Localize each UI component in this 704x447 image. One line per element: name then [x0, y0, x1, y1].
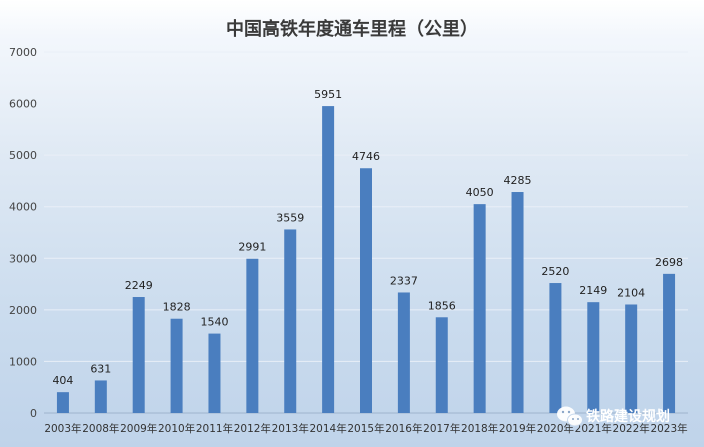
bar	[511, 192, 524, 413]
bar	[663, 273, 676, 413]
x-tick-label: 2010年	[158, 422, 195, 435]
bar	[549, 283, 562, 413]
data-label: 2149	[579, 284, 607, 297]
x-tick-label: 2020年	[537, 422, 574, 435]
bars	[56, 106, 676, 414]
y-tick-label: 2000	[9, 304, 37, 317]
data-label: 4050	[466, 186, 494, 199]
data-label: 2698	[655, 256, 683, 269]
x-tick-label: 2016年	[385, 422, 422, 435]
watermark: 铁路建设规划	[557, 406, 670, 427]
data-label: 3559	[276, 211, 304, 224]
bar	[56, 392, 69, 413]
data-label: 631	[90, 362, 111, 375]
data-label: 2249	[125, 279, 153, 292]
x-tick-label: 2017年	[423, 422, 460, 435]
wechat-icon	[557, 406, 583, 427]
x-tick-label: 2015年	[347, 422, 384, 435]
data-label: 2104	[617, 286, 645, 299]
x-tick-label: 2012年	[234, 422, 271, 435]
y-tick-label: 5000	[9, 149, 37, 162]
x-tick-label: 2014年	[310, 422, 347, 435]
x-tick-label: 2023年	[650, 422, 687, 435]
data-label: 2991	[238, 241, 266, 254]
bar	[435, 317, 448, 413]
y-tick-label: 6000	[9, 98, 37, 111]
bar	[360, 168, 372, 413]
x-tick-label: 2008年	[82, 422, 119, 435]
bar	[587, 302, 600, 413]
data-label: 5951	[314, 88, 342, 101]
x-tick-label: 2003年	[44, 422, 81, 435]
y-tick-label: 3000	[9, 252, 37, 265]
chart-title: 中国高铁年度通车里程（公里）	[226, 18, 478, 40]
data-label: 4285	[504, 174, 532, 187]
bar	[132, 297, 145, 413]
x-axis: 2003年 2008年 2009年 2010年 2011年 2012年 2013年 2014年…	[44, 422, 687, 435]
x-tick-label: 2021年	[575, 422, 612, 435]
y-tick-label: 7000	[9, 46, 37, 59]
data-label: 4746	[352, 150, 380, 163]
y-tick-label: 4000	[9, 201, 37, 214]
bar	[284, 229, 297, 413]
data-label: 1828	[163, 301, 191, 314]
bar	[473, 204, 486, 413]
y-tick-label: 1000	[9, 355, 37, 368]
bar	[246, 258, 259, 413]
data-label: 404	[52, 374, 73, 387]
x-tick-label: 2009年	[120, 422, 157, 435]
data-label: 2520	[541, 265, 569, 278]
data-label: 1540	[200, 316, 228, 329]
data-labels: 404 631 2249 1828 1540 2991 3559 5951 4746 2337 18…	[52, 88, 683, 387]
bar	[625, 304, 638, 413]
bar	[208, 333, 221, 413]
bar	[322, 106, 335, 414]
bar	[94, 380, 107, 413]
x-tick-label: 2011年	[196, 422, 233, 435]
x-tick-label: 2022年	[613, 422, 650, 435]
bar	[397, 292, 410, 413]
y-tick-label: 0	[30, 407, 37, 420]
bar	[170, 318, 183, 413]
data-label: 2337	[390, 274, 418, 287]
data-label: 1856	[428, 299, 456, 312]
x-tick-label: 2019年	[499, 422, 536, 435]
x-tick-label: 2018年	[461, 422, 498, 435]
y-axis: 0 1000 2000 3000 4000 5000 6000 7000	[9, 46, 37, 420]
x-tick-label: 2013年	[272, 422, 309, 435]
watermark-text: 铁路建设规划	[586, 408, 670, 425]
